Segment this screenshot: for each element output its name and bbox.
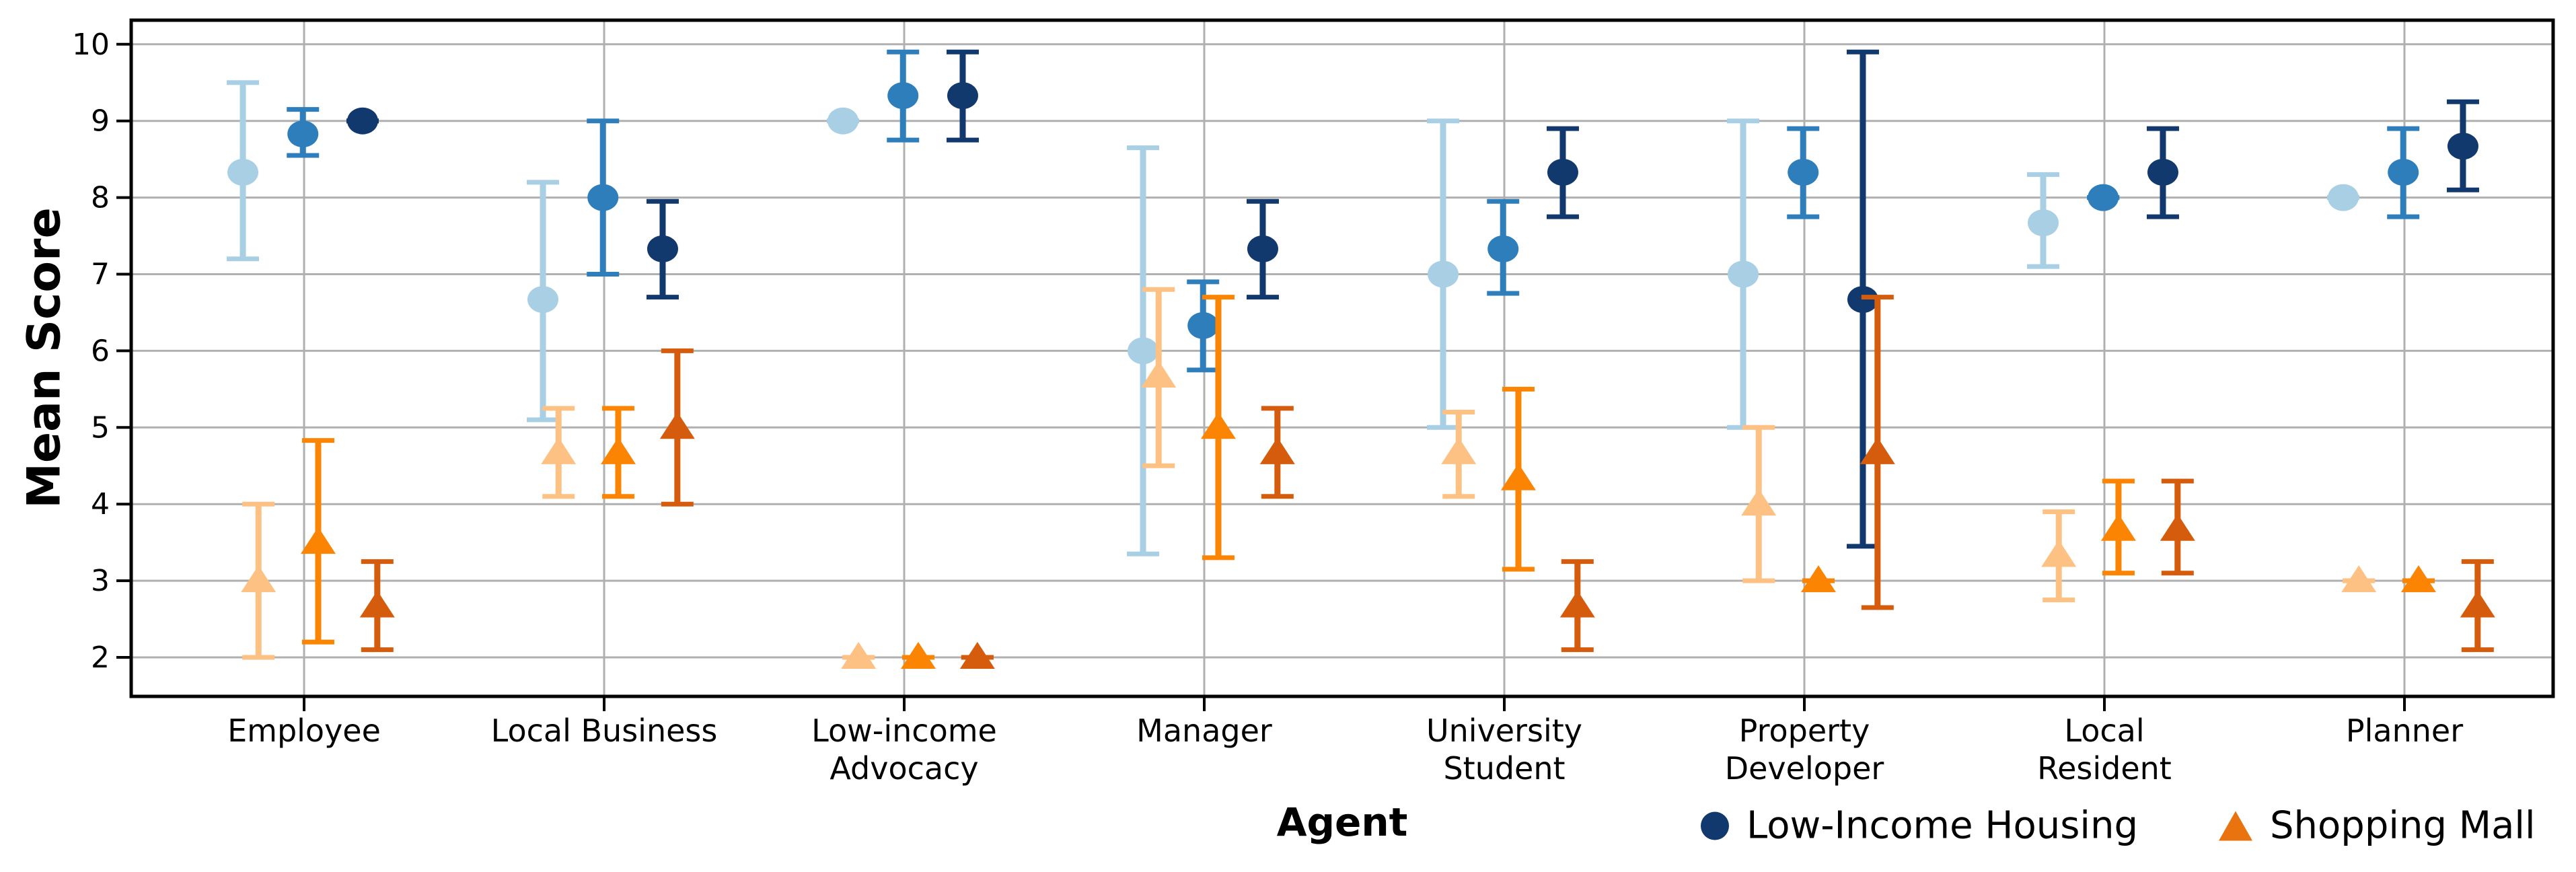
y-tick-label: 7 <box>91 258 110 292</box>
legend-item-shopping-mall: Shopping Mall <box>2219 804 2536 848</box>
data-point-triangle <box>1441 437 1477 464</box>
data-point-circle <box>1128 337 1159 365</box>
data-point-triangle <box>1259 437 1295 464</box>
data-point-circle <box>2147 159 2178 186</box>
x-axis-title: Agent <box>1276 799 1408 845</box>
data-point-circle <box>1487 235 1519 262</box>
x-tick-label: Property Developer <box>1725 713 1884 787</box>
data-point-circle <box>827 107 859 135</box>
data-point-triangle <box>359 590 395 618</box>
y-tick-label: 2 <box>91 641 110 675</box>
y-tick-label: 3 <box>91 564 110 598</box>
data-point-circle <box>2328 184 2359 211</box>
y-tick-label: 4 <box>91 487 110 521</box>
data-point-circle <box>1547 159 1578 186</box>
data-point-triangle <box>900 642 936 669</box>
y-tick-label: 5 <box>91 410 110 445</box>
data-point-circle <box>346 107 378 135</box>
data-point-triangle <box>2341 565 2377 593</box>
data-point-circle <box>1428 260 1459 288</box>
x-tick-label: Local Business <box>491 713 718 749</box>
data-point-circle <box>2028 209 2059 237</box>
data-point-circle <box>647 235 678 262</box>
y-axis-title: Mean Score <box>17 207 71 509</box>
data-point-triangle <box>300 527 336 554</box>
data-point-circle <box>947 82 978 110</box>
data-point-circle <box>2447 133 2478 160</box>
y-tick-label: 8 <box>91 181 110 215</box>
x-tick-label: Employee <box>227 713 381 749</box>
data-point-triangle <box>2100 513 2136 541</box>
shopping-mall-triangle-icon <box>2219 811 2252 840</box>
legend-item-low-income-housing: Low-Income Housing <box>1701 804 2138 848</box>
data-point-triangle <box>1741 488 1777 516</box>
plot-border <box>129 18 2555 698</box>
x-tick-label: Local Resident <box>2037 713 2172 787</box>
data-point-circle <box>227 159 259 186</box>
data-point-circle <box>527 286 559 314</box>
data-point-triangle <box>1141 360 1177 388</box>
data-point-circle <box>1187 312 1219 339</box>
x-tick-label: University Student <box>1426 713 1582 787</box>
legend-label-low-income-housing: Low-Income Housing <box>1746 803 2138 848</box>
data-point-triangle <box>541 437 577 464</box>
x-tick-label: Manager <box>1136 713 1272 749</box>
legend-label-shopping-mall: Shopping Mall <box>2270 803 2536 848</box>
data-point-circle <box>887 82 919 110</box>
data-point-triangle <box>600 437 636 464</box>
data-point-triangle <box>841 642 877 669</box>
data-point-circle <box>1247 235 1278 262</box>
data-point-circle <box>1728 260 1759 288</box>
data-point-triangle <box>1500 463 1536 490</box>
data-point-circle <box>1788 159 1819 186</box>
y-tick-label: 9 <box>91 104 110 139</box>
data-point-triangle <box>1200 412 1236 439</box>
data-point-circle <box>287 120 319 148</box>
data-point-triangle <box>959 642 995 669</box>
data-point-triangle <box>2160 513 2195 541</box>
x-tick-label: Planner <box>2346 713 2463 749</box>
y-tick-label: 10 <box>72 28 110 62</box>
data-point-circle <box>2088 184 2119 211</box>
data-point-circle <box>587 184 619 211</box>
data-point-triangle <box>241 565 277 593</box>
data-point-triangle <box>2400 565 2436 593</box>
x-tick-label: Low-income Advocacy <box>811 713 997 787</box>
data-point-triangle <box>1559 590 1595 618</box>
data-point-triangle <box>1860 437 1895 464</box>
data-point-triangle <box>1800 565 1836 593</box>
data-point-circle <box>2388 159 2419 186</box>
data-point-triangle <box>2460 590 2495 618</box>
data-point-triangle <box>659 412 695 439</box>
data-point-triangle <box>2041 540 2077 567</box>
y-tick-label: 6 <box>91 334 110 368</box>
low-income-housing-circle-icon <box>1701 811 1729 840</box>
